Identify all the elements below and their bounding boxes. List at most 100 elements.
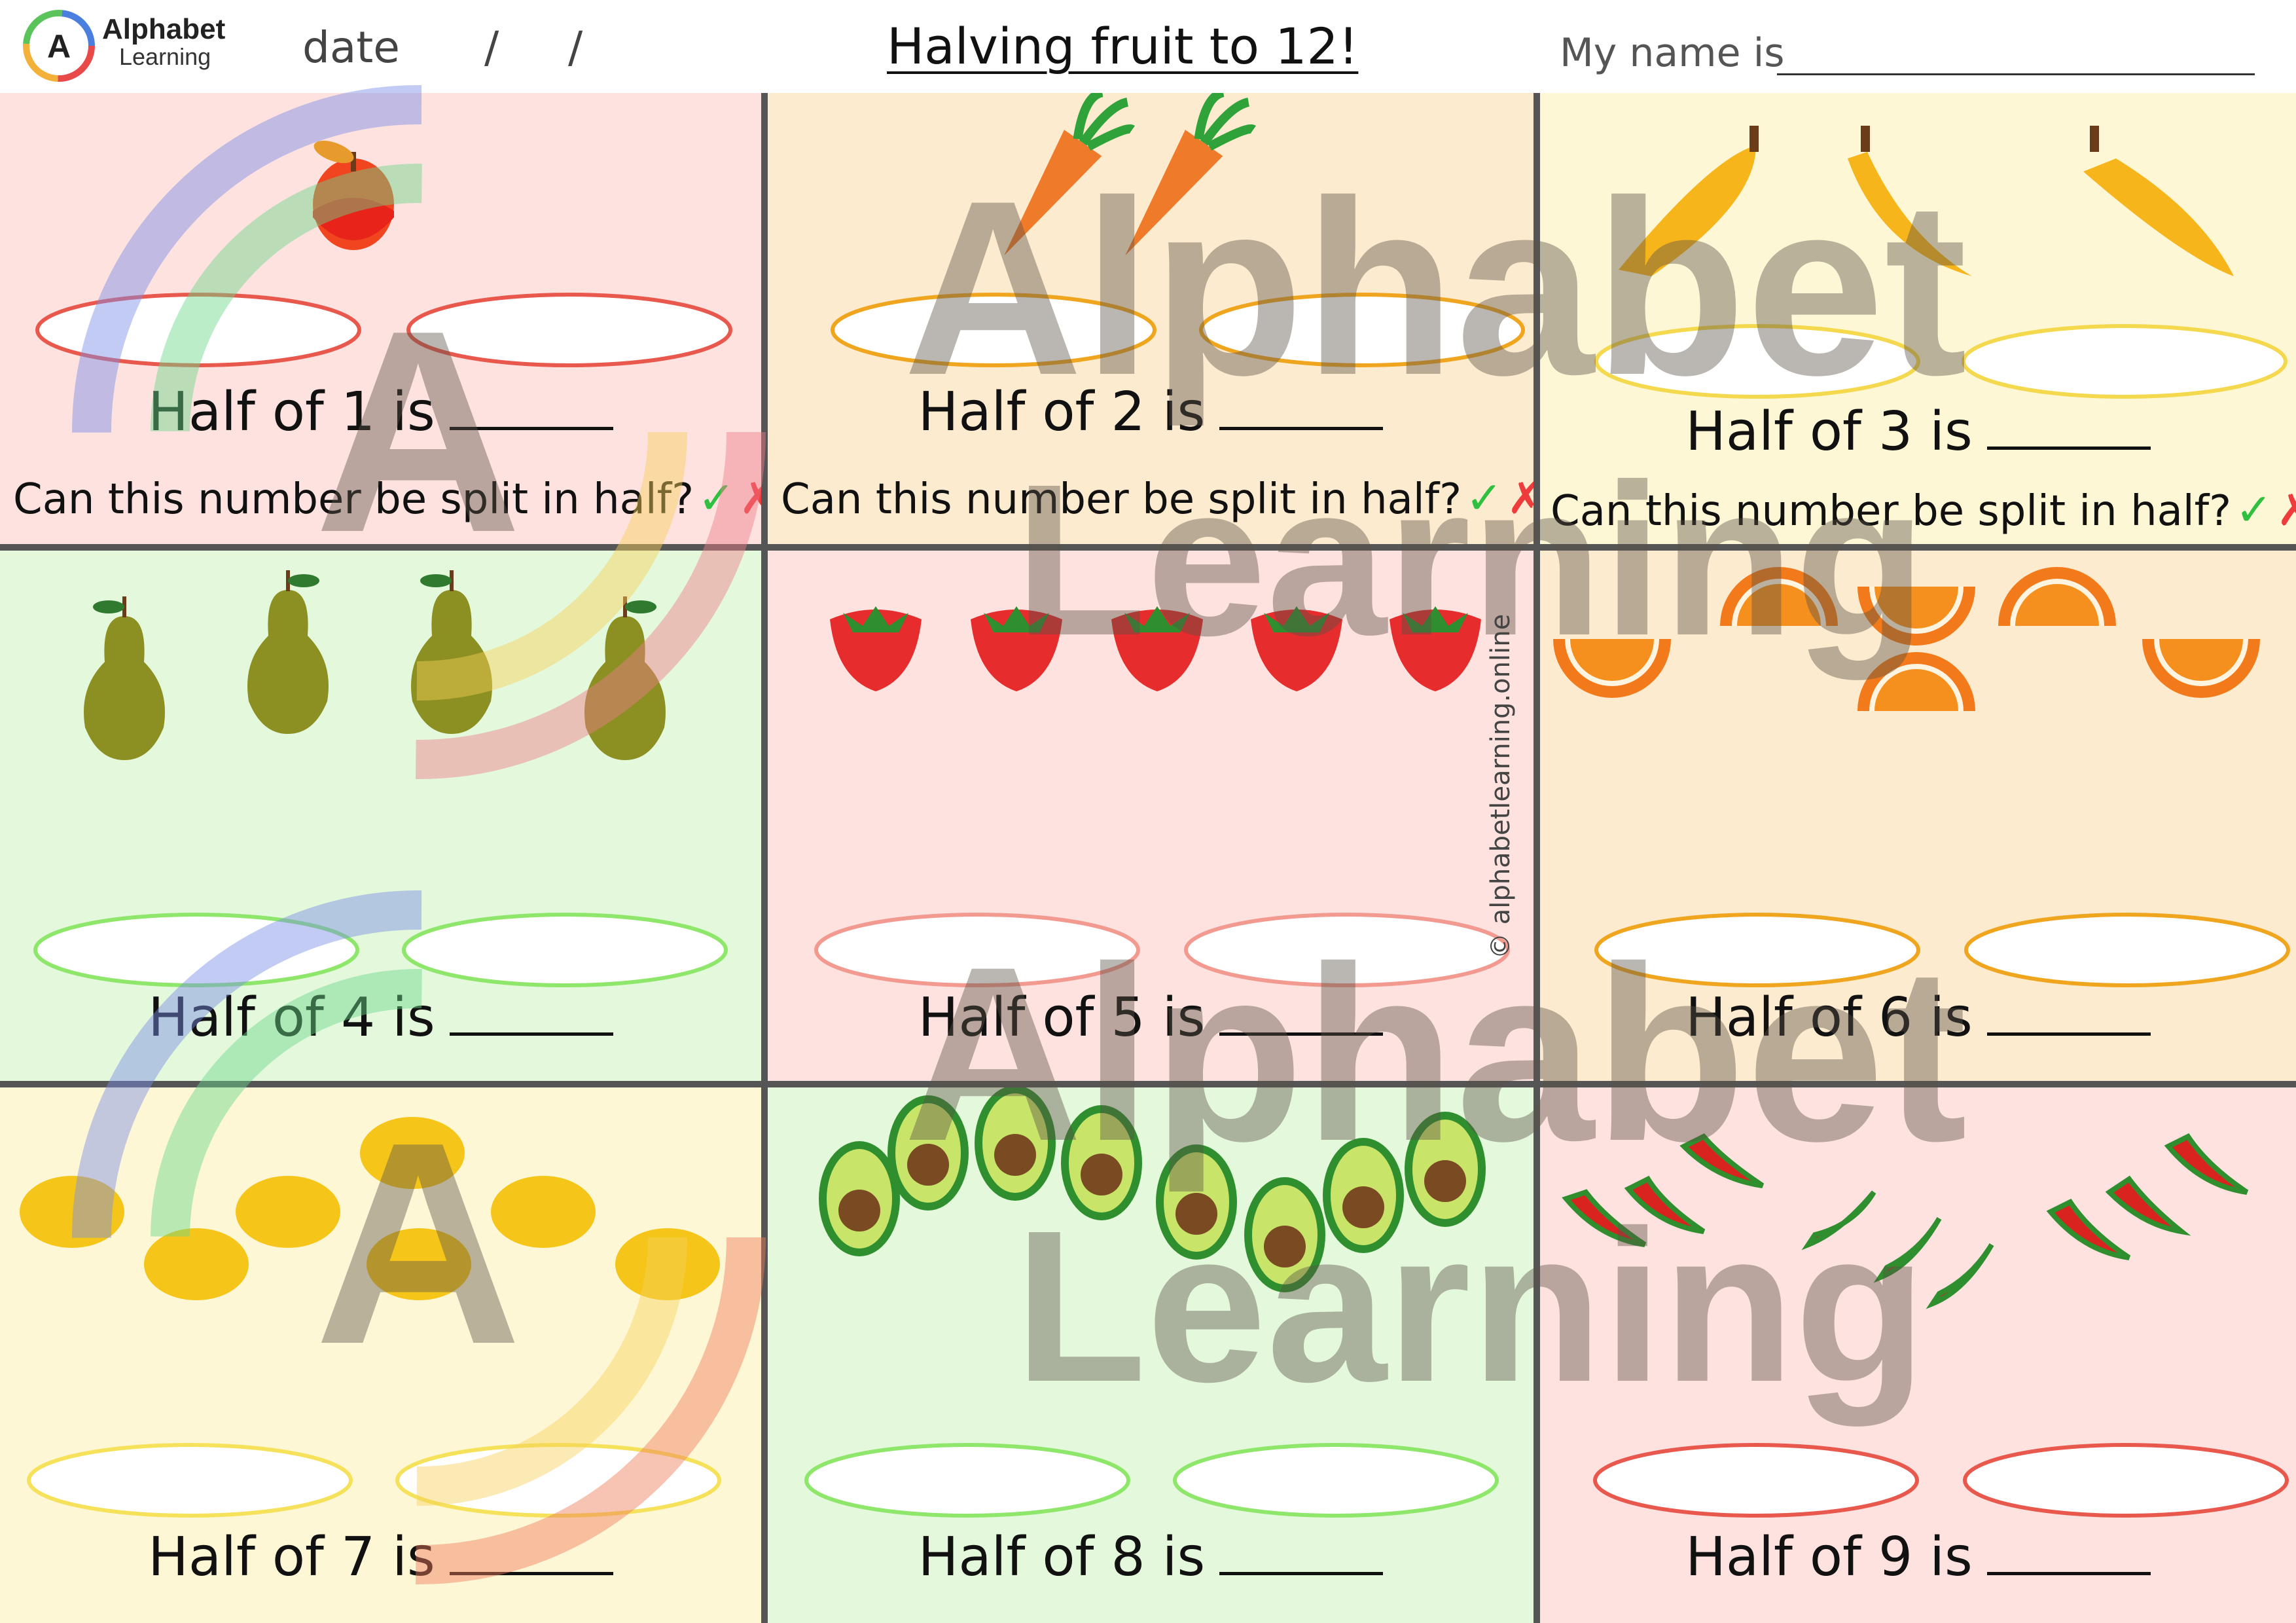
- brand-line-2: Learning: [119, 43, 211, 71]
- banana-icon: [2083, 126, 2234, 276]
- brand-line-1: Alphabet: [102, 13, 226, 45]
- fruit-illustration: [831, 93, 1525, 367]
- answer-blank[interactable]: [1986, 1529, 2151, 1575]
- answer-oval: [402, 913, 728, 987]
- apple-icon: [313, 140, 394, 250]
- lemon-icon: [20, 1176, 124, 1248]
- worksheet-header: A Alphabet Learning date / / Halving fru…: [0, 0, 2296, 92]
- orange-slice-icon: [1720, 567, 1838, 626]
- avocado-icon: [819, 1141, 900, 1256]
- fruit-illustration: [804, 1087, 1499, 1518]
- avocado-icon: [1244, 1177, 1325, 1292]
- lemon-icon: [360, 1117, 465, 1189]
- answer-oval: [1184, 913, 1510, 987]
- svg-text:A: A: [47, 28, 71, 65]
- answer-blank[interactable]: [1219, 384, 1384, 430]
- strawberry-icon: [971, 606, 1062, 691]
- pear-icon: [411, 570, 492, 734]
- answer-oval: [1964, 913, 2290, 987]
- orange-slice-icon: [1857, 652, 1975, 711]
- orange-slice-icon: [2142, 639, 2260, 698]
- answer-oval: [33, 913, 359, 987]
- strawberry-icon: [1111, 606, 1203, 691]
- answer-oval: [1594, 324, 1920, 399]
- answer-oval: [35, 293, 361, 367]
- exercise-cell-4: Half of 4 is Can this number be split in…: [0, 551, 761, 1081]
- split-prompt: Can this number be split in half?✓✗: [781, 473, 1534, 524]
- cross-icon[interactable]: ✗: [1507, 473, 1534, 524]
- half-question: Half of 9 is: [1540, 1526, 2296, 1588]
- pear-icon: [247, 570, 329, 734]
- date-separator: /: [568, 22, 583, 73]
- half-question: Half of 5 is: [768, 987, 1534, 1049]
- chili-icon: [2105, 1175, 2191, 1236]
- answer-blank[interactable]: [1219, 989, 1384, 1036]
- answer-oval: [814, 913, 1140, 987]
- copyright-credit: © alphabetlearning.online: [1486, 613, 1516, 959]
- cross-icon[interactable]: ✗: [739, 473, 761, 524]
- avocado-icon: [1156, 1144, 1237, 1260]
- name-write-line[interactable]: [1777, 73, 2255, 75]
- worksheet-title: Halving fruit to 12!: [887, 17, 1359, 75]
- fruit-illustration: [814, 606, 1510, 987]
- avocado-icon: [975, 1087, 1056, 1201]
- pear-icon: [584, 596, 666, 760]
- answer-oval: [831, 293, 1157, 367]
- exercise-cell-2: Half of 2 is Can this number be split in…: [768, 93, 1534, 544]
- answer-oval: [395, 1443, 721, 1518]
- lemon-icon: [615, 1228, 720, 1300]
- brand-name: Alphabet Learning: [102, 14, 225, 69]
- chili-icon: [1679, 1133, 1765, 1188]
- split-prompt: Can this number be split in half?✓✗: [13, 473, 761, 524]
- lemon-icon: [236, 1176, 340, 1248]
- exercise-cell-3: Half of 3 is Can this number be split in…: [1540, 93, 2296, 544]
- pear-icon: [84, 596, 165, 760]
- fruit-illustration: [33, 570, 728, 987]
- chili-icon: [1926, 1243, 1994, 1309]
- strawberry-icon: [830, 606, 922, 691]
- half-question: Half of 6 is: [1540, 987, 2296, 1049]
- tick-icon[interactable]: ✓: [1465, 473, 1503, 524]
- chili-icon: [1624, 1175, 1706, 1234]
- avocado-icon: [1405, 1112, 1486, 1227]
- exercise-cell-6: Half of 6 is Can this number be split in…: [1540, 551, 2296, 1081]
- answer-oval: [27, 1443, 353, 1518]
- exercise-grid: Half of 1 is Can this number be split in…: [0, 93, 2296, 1623]
- answer-oval: [1594, 913, 1920, 987]
- answer-blank[interactable]: [449, 384, 613, 430]
- chili-icon: [2046, 1198, 2131, 1260]
- answer-oval: [1173, 1443, 1499, 1518]
- tick-icon[interactable]: ✓: [698, 473, 736, 524]
- half-question: Half of 7 is: [0, 1526, 761, 1588]
- answer-blank[interactable]: [449, 989, 613, 1036]
- half-question: Half of 3 is: [1540, 401, 2296, 463]
- fruit-illustration: [1553, 567, 2290, 987]
- carrot-icon: [1125, 93, 1256, 256]
- strawberry-icon: [1390, 606, 1481, 691]
- fruit-illustration: [20, 1117, 721, 1518]
- exercise-cell-7: Half of 7 is Can this number be split in…: [0, 1087, 761, 1623]
- chili-icon: [1562, 1189, 1647, 1247]
- exercise-cell-5: Half of 5 is Can this number be split in…: [768, 551, 1534, 1081]
- fruit-illustration: [1594, 126, 2287, 399]
- answer-blank[interactable]: [1219, 1529, 1384, 1575]
- answer-oval: [804, 1443, 1130, 1518]
- answer-blank[interactable]: [1986, 403, 2151, 450]
- answer-oval: [1593, 1443, 1919, 1518]
- chili-icon: [1873, 1216, 1942, 1283]
- answer-oval: [406, 293, 732, 367]
- lemon-icon: [144, 1228, 249, 1300]
- cross-icon[interactable]: ✗: [2276, 484, 2296, 536]
- answer-oval: [1962, 324, 2287, 399]
- answer-blank[interactable]: [449, 1529, 613, 1575]
- exercise-cell-1: Half of 1 is Can this number be split in…: [0, 93, 761, 544]
- answer-oval: [1199, 293, 1525, 367]
- orange-slice-icon: [1553, 639, 1671, 698]
- answer-blank[interactable]: [1986, 989, 2151, 1036]
- date-label: date: [302, 22, 400, 73]
- tick-icon[interactable]: ✓: [2235, 484, 2273, 536]
- avocado-icon: [888, 1095, 969, 1211]
- lemon-icon: [491, 1176, 596, 1248]
- half-question: Half of 1 is: [0, 381, 761, 443]
- chili-icon: [2164, 1133, 2249, 1195]
